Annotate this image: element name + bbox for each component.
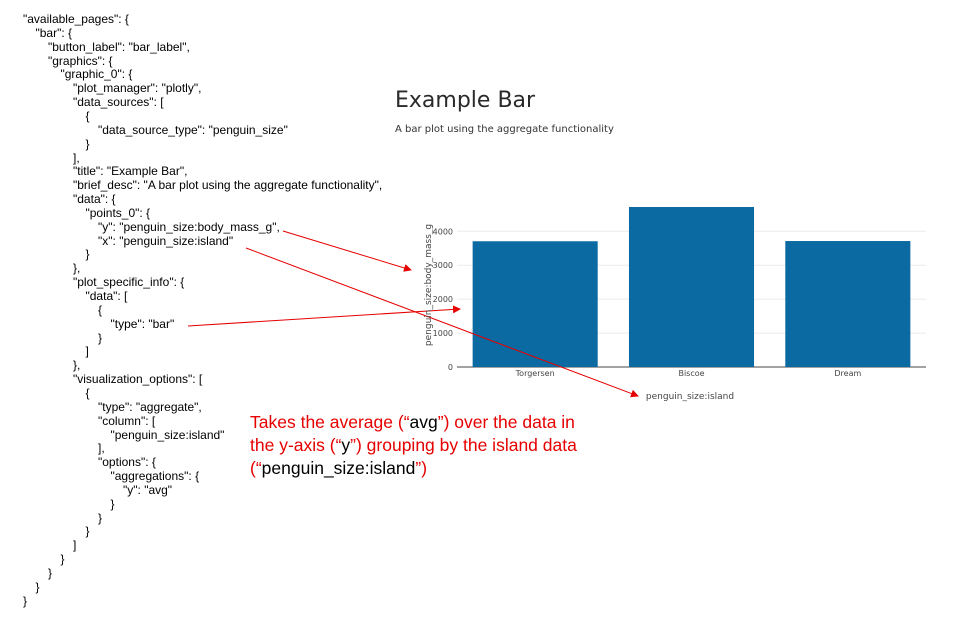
config-line: "options": { (98, 455, 156, 470)
config-line: } (85, 524, 90, 539)
annotation-highlight-avg: avg (409, 412, 438, 432)
y-tick-label: 0 (448, 363, 453, 372)
annotation-text: Takes the average (“avg”) over the data … (250, 411, 580, 480)
config-line: "plot_manager": "plotly", (73, 81, 202, 96)
config-line: "data_source_type": "penguin_size" (98, 122, 288, 137)
arrow-y-to-y-axis (282, 230, 412, 272)
annotation-text-part: ”) grouping by the island data (“ (250, 435, 577, 478)
config-line: "aggregations": { (110, 469, 200, 484)
bar-torgersen (472, 241, 598, 367)
config-line: "x": "penguin_size:island" (98, 233, 234, 248)
config-line: { (85, 385, 90, 400)
config-line: "data": { (73, 192, 116, 207)
config-line: "plot_specific_info": { (73, 275, 185, 290)
config-line: ] (73, 538, 77, 553)
config-line: } (23, 593, 28, 608)
chart-x-axis-title: penguin_size:island (646, 392, 734, 402)
arrow-type-to-bars (187, 305, 461, 327)
config-line: "button_label": "bar_label", (48, 39, 190, 54)
config-line: "points_0": { (85, 205, 151, 220)
config-line: "brief_desc": "A bar plot using the aggr… (73, 178, 383, 193)
x-tick-label: Torgersen (515, 369, 555, 378)
config-line: } (110, 496, 115, 511)
annotation-highlight-island: penguin_size:island (261, 458, 416, 478)
config-line: }, (73, 261, 81, 276)
config-line: "y": "penguin_size:body_mass_g", (98, 219, 280, 234)
config-line: "graphics": { (48, 53, 113, 68)
config-line: "data": [ (85, 289, 128, 303)
config-line: ] (85, 344, 89, 359)
y-tick-label: 3000 (433, 261, 453, 270)
config-line: "visualization_options": [ (73, 372, 203, 387)
y-tick-label: 4000 (433, 227, 453, 236)
config-line: "available_pages": { (23, 12, 129, 26)
config-line: "title": "Example Bar", (73, 164, 188, 179)
config-line: "penguin_size:island" (110, 427, 225, 442)
config-line: { (85, 108, 90, 123)
annotation-text-part: ”) (415, 458, 428, 478)
plot-description: A bar plot using the aggregate functiona… (395, 124, 614, 135)
annotation-text-part: Takes the average (“ (250, 412, 410, 432)
y-tick-label: 2000 (433, 295, 453, 304)
config-line: } (85, 136, 90, 151)
config-line: ], (98, 441, 105, 456)
plot-title: Example Bar (395, 88, 536, 113)
config-line: "type": "bar" (110, 316, 175, 331)
bar-chart: 0 1000 2000 3000 4000 Torgersen Biscoe Dream (433, 207, 926, 378)
x-tick-label: Dream (834, 369, 861, 378)
config-line: "y": "avg" (123, 482, 173, 497)
config-line: }, (73, 358, 81, 373)
config-line: } (98, 330, 103, 345)
config-line: { (98, 302, 103, 317)
config-line: "data_sources": [ (73, 95, 164, 110)
config-line: } (48, 566, 53, 580)
annotation-highlight-y: y (341, 435, 351, 455)
y-tick-label: 1000 (433, 329, 453, 338)
config-line: "type": "aggregate", (98, 399, 202, 414)
config-line: } (60, 552, 65, 567)
config-line: } (35, 579, 40, 594)
annotation-text-part: ”) over the data in the y-axis (“ (250, 412, 575, 455)
bar-dream (785, 241, 911, 367)
config-line: ], (73, 150, 80, 165)
bar-biscoe (628, 207, 755, 367)
config-line: } (85, 247, 90, 262)
arrow-x-to-x-axis (245, 247, 639, 398)
config-line: "graphic_0": { (60, 67, 133, 82)
config-line: "bar": { (35, 25, 73, 40)
chart-y-axis-title: penguin_size:body_mass_g (424, 224, 434, 346)
config-line: } (98, 510, 103, 525)
config-line: "column": [ (98, 413, 156, 428)
x-tick-label: Biscoe (678, 369, 704, 378)
arrows (187, 230, 639, 398)
